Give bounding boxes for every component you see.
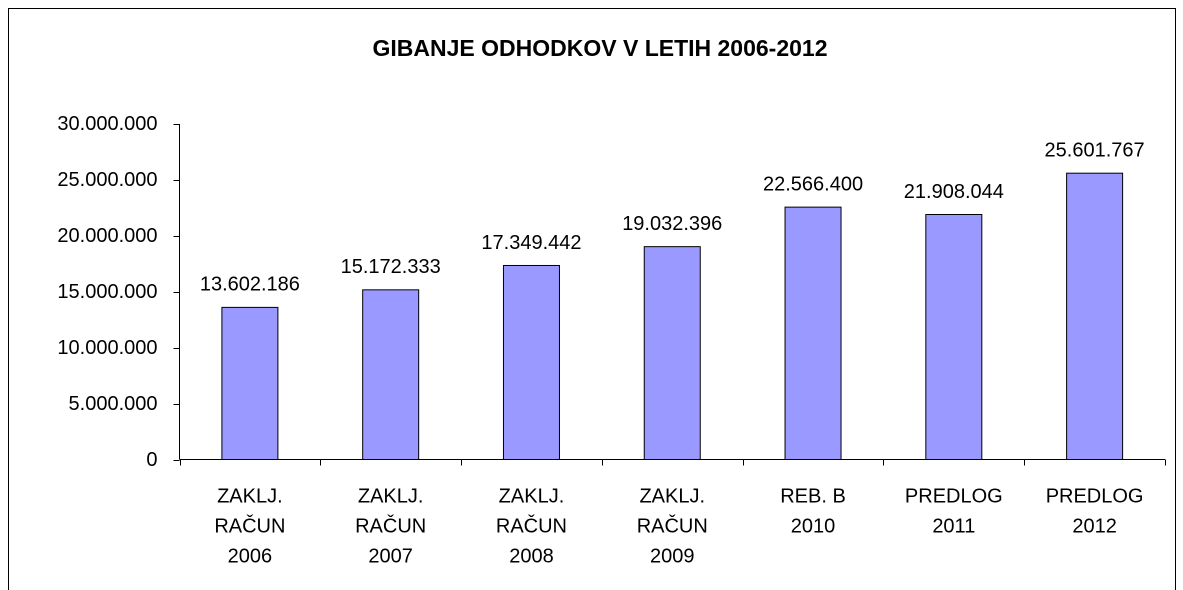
chart-title: GIBANJE ODHODKOV V LETIH 2006-2012 [372,35,827,61]
value-label: 15.172.333 [341,256,441,278]
bar [362,289,420,461]
x-tick-label: ZAKLJ. RAČUN 2009 [637,486,708,568]
bar [502,264,560,460]
x-tick-label: REB. B 2010 [780,486,846,538]
y-tick-label: 25.000.000 [57,169,157,191]
chart-frame [8,8,1176,590]
value-label: 21.908.044 [904,181,1004,203]
bar [784,206,842,460]
value-label: 13.602.186 [200,274,300,296]
y-tick-label: 0 [146,449,157,471]
x-tick-label: PREDLOG 2012 [1046,486,1144,538]
bar [221,306,279,461]
y-tick-label: 5.000.000 [69,393,158,415]
y-tick-label: 30.000.000 [57,113,157,135]
x-tick-label: PREDLOG 2011 [905,486,1003,538]
bar [643,246,701,460]
y-tick-label: 10.000.000 [57,337,157,359]
bar [925,213,983,460]
x-tick-label: ZAKLJ. RAČUN 2006 [214,486,285,568]
value-label: 19.032.396 [622,213,722,235]
value-label: 17.349.442 [481,232,581,254]
x-tick-label: ZAKLJ. RAČUN 2007 [355,486,426,568]
bar [1066,172,1124,460]
x-tick-label: ZAKLJ. RAČUN 2008 [496,486,567,568]
value-label: 25.601.767 [1045,139,1145,161]
y-tick-label: 20.000.000 [57,225,157,247]
value-label: 22.566.400 [763,173,863,195]
y-tick-label: 15.000.000 [57,281,157,303]
